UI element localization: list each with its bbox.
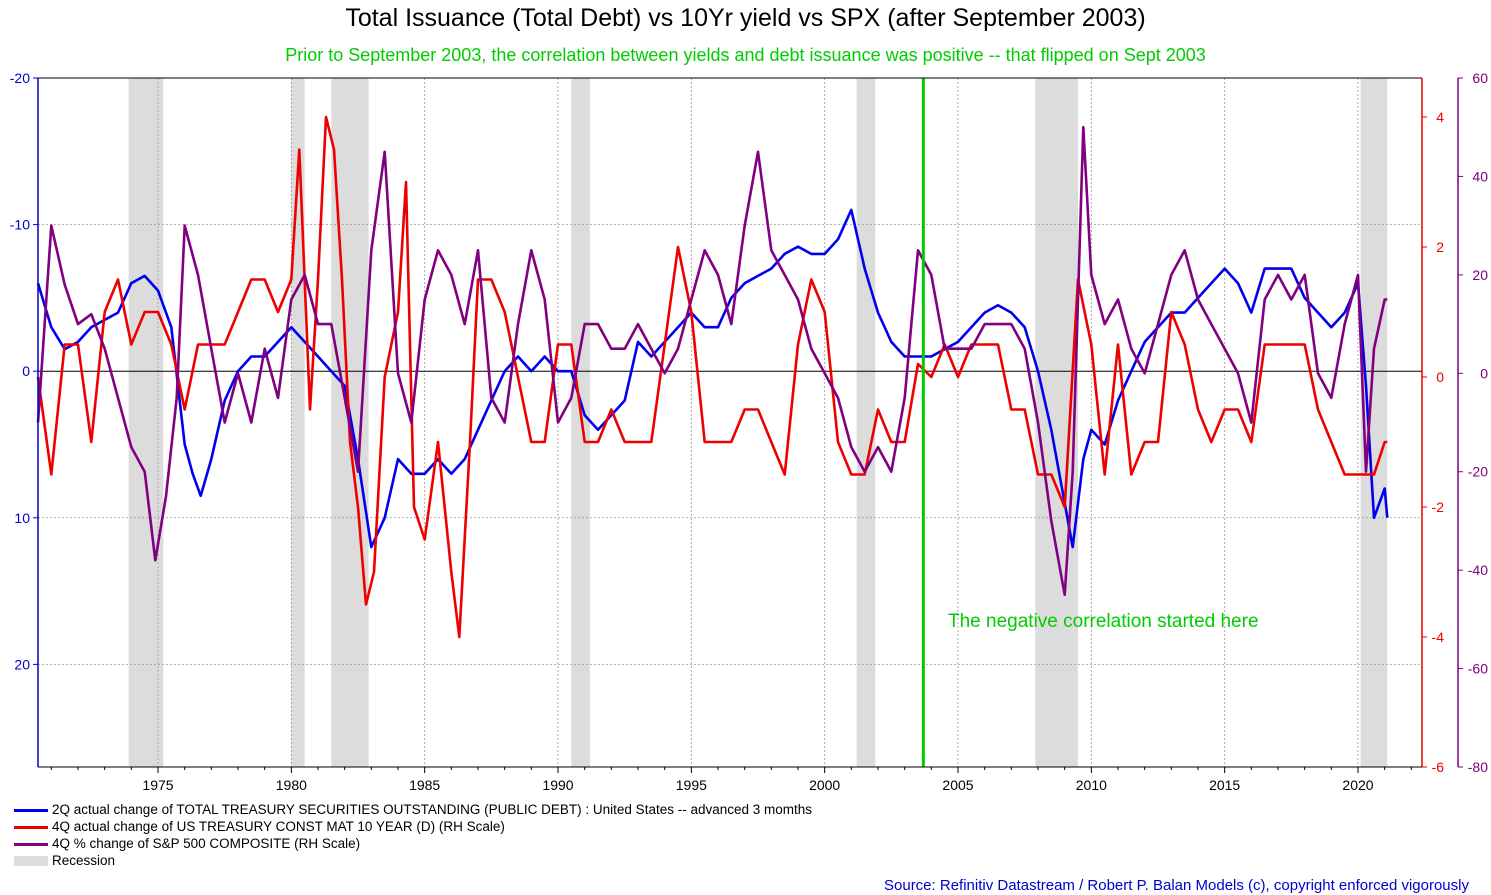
legend-item-spx: 4Q % change of S&P 500 COMPOSITE (RH Sca…	[14, 835, 812, 852]
purple-tick-label-3: 0	[1480, 365, 1488, 381]
chart-subtitle: Prior to September 2003, the correlation…	[285, 45, 1206, 65]
left-tick-label-3: 10	[14, 510, 30, 526]
x-tick-label-8: 2015	[1209, 777, 1240, 793]
x-tick-label-4: 1995	[676, 777, 707, 793]
red-tick-label-3: -2	[1432, 499, 1445, 515]
legend-label-recession: Recession	[52, 853, 116, 868]
chart-title: Total Issuance (Total Debt) vs 10Yr yiel…	[345, 4, 1146, 32]
red-tick-label-0: 4	[1436, 109, 1444, 125]
left-tick-label-2: 0	[22, 363, 30, 379]
left-tick-label-1: -10	[10, 217, 30, 233]
x-tick-label-9: 2020	[1342, 777, 1373, 793]
x-tick-label-6: 2005	[942, 777, 973, 793]
red-tick-label-5: -6	[1432, 759, 1445, 775]
legend-swatch-recession	[14, 856, 48, 867]
recession-band-3	[571, 78, 590, 767]
legend-item-yield: 4Q actual change of US TREASURY CONST MA…	[14, 818, 812, 835]
legend-label-yield: 4Q actual change of US TREASURY CONST MA…	[52, 819, 505, 834]
x-tick-label-1: 1980	[276, 777, 307, 793]
red-tick-label-4: -4	[1432, 629, 1445, 645]
left-tick-label-0: -20	[10, 70, 30, 86]
series-line-2	[36, 125, 1388, 597]
legend-swatch-yield	[14, 825, 48, 829]
purple-tick-label-0: 60	[1472, 70, 1488, 86]
purple-tick-label-6: -60	[1468, 661, 1488, 677]
x-tick-label-7: 2010	[1076, 777, 1107, 793]
source-note: Source: Refinitiv Datastream / Robert P.…	[884, 877, 1469, 894]
red-tick-label-2: 0	[1436, 369, 1444, 385]
legend-label-spx: 4Q % change of S&P 500 COMPOSITE (RH Sca…	[52, 836, 361, 851]
x-tick-label-3: 1990	[542, 777, 573, 793]
chart-annotation: The negative correlation started here	[948, 611, 1259, 632]
recession-band-1	[291, 78, 305, 767]
series-line-0	[36, 208, 1389, 549]
red-tick-label-1: 2	[1436, 239, 1444, 255]
legend-item-recession: Recession	[14, 852, 812, 869]
purple-tick-label-1: 40	[1472, 168, 1488, 184]
legend-item-debt: 2Q actual change of TOTAL TREASURY SECUR…	[14, 801, 812, 818]
recession-band-5	[1035, 78, 1078, 767]
legend-swatch-spx	[14, 842, 48, 846]
recession-band-0	[128, 78, 164, 767]
legend: 2Q actual change of TOTAL TREASURY SECUR…	[14, 801, 812, 869]
x-tick-label-5: 2000	[809, 777, 840, 793]
purple-tick-label-2: 20	[1472, 267, 1488, 283]
x-tick-label-0: 1975	[142, 777, 173, 793]
series-line-1	[36, 115, 1388, 639]
purple-tick-label-5: -40	[1468, 562, 1488, 578]
recession-band-4	[856, 78, 876, 767]
legend-swatch-debt	[14, 808, 48, 812]
legend-label-debt: 2Q actual change of TOTAL TREASURY SECUR…	[52, 802, 813, 817]
purple-tick-label-4: -20	[1468, 464, 1488, 480]
left-tick-label-4: 20	[14, 656, 30, 672]
x-tick-label-2: 1985	[409, 777, 440, 793]
purple-tick-label-7: -80	[1468, 759, 1488, 775]
